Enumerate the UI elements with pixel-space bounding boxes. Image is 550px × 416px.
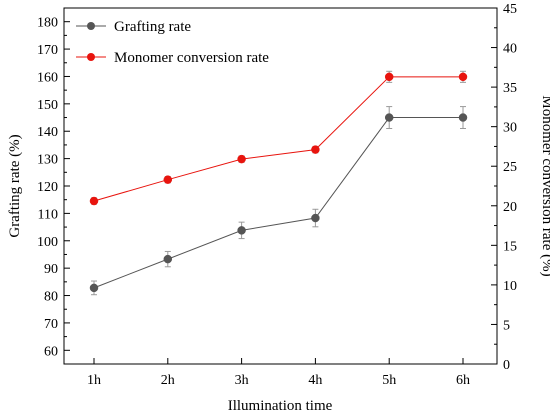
data-point-grafting: [384, 113, 394, 122]
x-tick-label: 1h: [87, 373, 101, 388]
y-tick-label-right: 30: [503, 121, 517, 136]
y-tick-label-left: 130: [37, 153, 58, 168]
y-tick-label-right: 40: [503, 42, 517, 57]
data-point-grafting: [163, 254, 173, 264]
y-tick-label-left: 150: [37, 98, 58, 113]
y-tick-label-left: 90: [44, 262, 58, 277]
data-point-grafting: [311, 213, 320, 223]
y-tick-label-right: 25: [503, 160, 517, 175]
y-tick-label-right: 15: [503, 239, 517, 254]
y-tick-label-left: 140: [37, 125, 58, 140]
y-axis-label-right: Monomer conversion rate (%): [539, 95, 550, 276]
x-tick-label: 2h: [161, 373, 175, 388]
y-axis-label-left: Grafting rate (%): [7, 134, 23, 237]
data-point-grafting: [237, 226, 246, 235]
x-tick-label: 3h: [235, 373, 249, 388]
series-line-grafting: [93, 117, 463, 289]
data-point-grafting: [89, 283, 99, 293]
y-tick-label-right: 35: [503, 81, 517, 96]
x-tick-label: 4h: [308, 373, 322, 388]
y-tick-label-left: 120: [37, 180, 58, 195]
y-tick-label-right: 10: [503, 279, 517, 294]
y-tick-label-left: 180: [37, 16, 58, 31]
y-tick-label-left: 160: [37, 70, 58, 85]
data-point-monomer: [163, 175, 173, 184]
y-tick-label-left: 170: [37, 43, 58, 58]
legend-label-grafting: Grafting rate: [114, 19, 191, 35]
legend: Grafting rate Monomer conversion rate: [76, 19, 269, 66]
data-point-monomer: [311, 145, 320, 154]
x-tick-label: 5h: [382, 373, 396, 388]
x-axis-ticks: 1h 2h 3h 4h 5h 6h: [87, 358, 470, 388]
legend-label-monomer: Monomer conversion rate: [114, 50, 269, 66]
x-tick-label: 6h: [456, 373, 470, 388]
legend-marker-monomer: [87, 53, 95, 61]
legend-marker-grafting: [87, 22, 95, 30]
y-tick-label-right: 0: [503, 358, 510, 373]
data-point-grafting: [458, 113, 468, 122]
y-tick-label-left: 70: [44, 317, 58, 332]
data-point-monomer: [458, 72, 468, 82]
y-tick-label-right: 45: [503, 2, 517, 17]
data-point-monomer: [89, 196, 99, 206]
series-grafting: [89, 106, 468, 296]
y-tick-label-left: 100: [37, 235, 58, 250]
series-line-monomer: [93, 76, 463, 202]
x-axis-label: Illumination time: [228, 398, 333, 414]
series-layer: [89, 70, 468, 296]
right-axis-ticks: 0 5 10 15 20 25 30 35 40 45: [491, 2, 517, 373]
y-tick-label-right: 20: [503, 200, 517, 215]
y-tick-label-left: 60: [44, 344, 58, 359]
series-monomer: [89, 70, 468, 206]
left-axis-ticks: 60 70 80 90 100 110 120 130 140 150 160 170 180: [37, 7, 70, 365]
data-point-monomer: [384, 72, 394, 82]
y-tick-label-right: 5: [503, 318, 510, 333]
y-tick-label-left: 110: [38, 207, 58, 222]
data-point-monomer: [237, 154, 246, 164]
y-tick-label-left: 80: [44, 290, 58, 305]
